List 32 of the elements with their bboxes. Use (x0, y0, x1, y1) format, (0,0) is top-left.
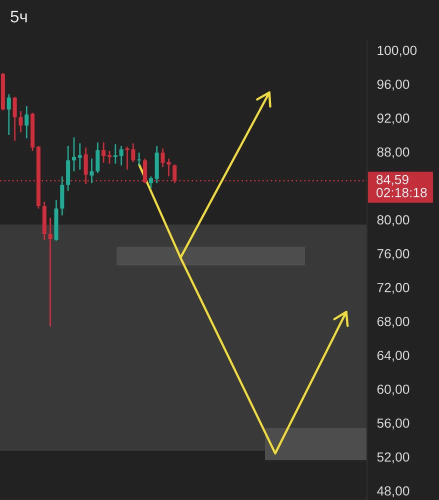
y-tick-label: 52,00 (377, 452, 410, 464)
y-tick-label: 64,00 (377, 350, 410, 362)
candlestick (137, 152, 142, 166)
candlestick (148, 176, 153, 189)
candlestick (119, 145, 124, 166)
y-tick-label: 100,00 (378, 46, 417, 57)
candlestick (96, 142, 100, 174)
y-tick-label: 60,00 (377, 384, 410, 396)
candlestick (72, 136, 76, 172)
y-tick-label: 48,00 (377, 486, 410, 498)
y-tick-label: 56,00 (377, 418, 410, 430)
candlestick (102, 142, 106, 164)
candlestick (6, 94, 11, 136)
y-tick-label: 96,00 (377, 80, 410, 91)
candlestick (113, 144, 118, 164)
chart-title: 5ч (10, 10, 27, 22)
y-tick-label: 72,00 (377, 282, 410, 294)
y-tick-label: 80,00 (377, 215, 410, 226)
y-tick-label: 76,00 (377, 249, 410, 260)
candlestick (78, 142, 82, 170)
y-tick-label: 92,00 (377, 114, 410, 124)
candlestick (107, 150, 112, 164)
candlestick (48, 217, 52, 328)
y-tick-label: 68,00 (377, 316, 410, 328)
candlestick (90, 158, 94, 184)
candlestick (24, 105, 29, 139)
candlestick (60, 176, 64, 216)
ref-line-label: 84,59 (376, 174, 408, 186)
candlestick (12, 96, 17, 142)
text: 02:18:18 (376, 188, 427, 198)
y-tick-label: 88,00 (377, 147, 410, 158)
candlestick (18, 110, 23, 134)
